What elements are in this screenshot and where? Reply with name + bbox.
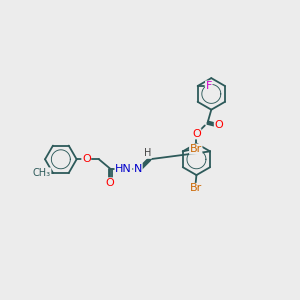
Text: H: H: [144, 148, 151, 158]
Text: HN: HN: [115, 164, 132, 174]
Text: O: O: [192, 129, 201, 139]
Text: Br: Br: [190, 184, 202, 194]
Text: O: O: [106, 178, 114, 188]
Text: N: N: [134, 164, 142, 174]
Text: F: F: [206, 81, 212, 91]
Text: Br: Br: [190, 144, 202, 154]
Text: O: O: [214, 120, 223, 130]
Text: CH₃: CH₃: [33, 168, 51, 178]
Text: O: O: [82, 154, 91, 164]
